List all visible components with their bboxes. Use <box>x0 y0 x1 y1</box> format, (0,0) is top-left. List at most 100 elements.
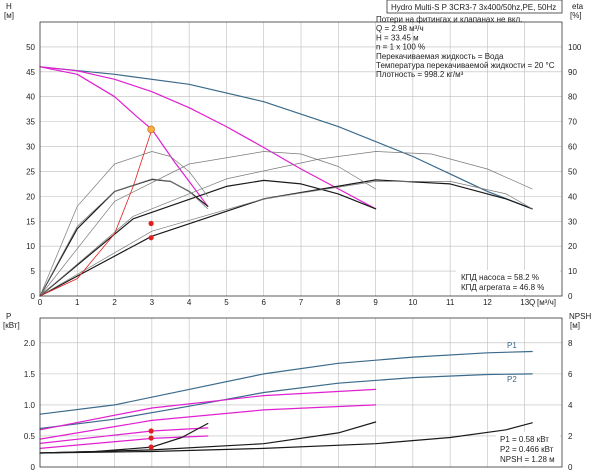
x-tick-label: 5 <box>224 298 229 307</box>
chart0-series-line-9 <box>39 178 209 297</box>
chart0-series-line-0 <box>39 66 533 210</box>
x-tick-label: 1 <box>75 298 80 307</box>
x-tick-label: 10 <box>408 298 417 307</box>
chart1-operating-point-0 <box>148 428 154 434</box>
top-y-axis-unit: [м] <box>4 11 14 20</box>
info-line: Потери на фитингах и клапанах не вкл. <box>376 15 522 24</box>
x-tick-label: 4 <box>187 298 192 307</box>
chart1-series-line-1 <box>39 373 533 430</box>
power-legend-line: P2 = 0.466 кВт <box>500 445 554 454</box>
y-tick-label: 20 <box>26 192 35 201</box>
y2-tick-label: 0 <box>568 292 573 301</box>
y-tick-label: 10 <box>26 242 35 251</box>
chart0-operating-point-2 <box>148 235 154 241</box>
y-tick-label: 1.0 <box>24 401 36 410</box>
y-tick-label: 35 <box>26 118 35 127</box>
chart1-series-line-0 <box>39 350 533 415</box>
x-tick-label: 13 <box>520 298 529 307</box>
x-tick-label: 12 <box>483 298 492 307</box>
y2-tick-label: 8 <box>568 339 573 348</box>
chart1-series-line-8 <box>39 422 533 454</box>
y2-tick-label: 6 <box>568 370 573 379</box>
top-y-axis-label: H <box>6 2 12 11</box>
series-label-p1: P1 <box>507 341 517 350</box>
chart0-operating-point-1 <box>148 220 154 227</box>
power-legend-line: NPSH = 1.28 м <box>500 455 555 464</box>
info-line: Q = 2.98 м³/ч <box>376 24 424 33</box>
series-label-p2: P2 <box>507 375 517 384</box>
chart1-series-line-3 <box>39 404 377 440</box>
info-line: Плотность = 998.2 кг/м³ <box>376 70 464 79</box>
info-line: Температура перекачиваемой жидкости = 20… <box>376 61 555 70</box>
header-title: Hydro Multi-S P 3CR3-7 3x400/50hz,PE, 50… <box>391 3 556 12</box>
plot-frame <box>39 21 563 297</box>
chart0-series-line-10 <box>39 181 533 297</box>
bottom-y-axis-label: P <box>6 312 11 321</box>
y2-tick-label: 50 <box>568 167 577 176</box>
chart1-operating-point-1 <box>148 435 154 441</box>
top-y2-axis-label: eta <box>572 2 584 11</box>
operating-point-info: Потери на фитингах и клапанах не вкл.Q =… <box>376 15 555 79</box>
y-tick-label: 50 <box>26 43 35 52</box>
x-axis-unit: [м³/ч] <box>537 298 556 307</box>
info-line: n = 1 x 100 % <box>376 43 425 52</box>
y2-tick-label: 80 <box>568 93 577 102</box>
y2-tick-label: 30 <box>568 217 577 226</box>
x-tick-label: 7 <box>299 298 304 307</box>
y2-tick-label: 20 <box>568 242 577 251</box>
y2-tick-label: 60 <box>568 143 577 152</box>
info-line: H = 33.45 м <box>376 33 419 42</box>
bottom-y-axis-unit: [кВт] <box>3 321 20 330</box>
chart1-series-line-4 <box>39 427 209 444</box>
y-tick-label: 0 <box>31 292 36 301</box>
y2-tick-label: 0 <box>568 463 573 472</box>
y2-tick-label: 90 <box>568 68 577 77</box>
y-tick-label: 15 <box>26 217 35 226</box>
chart0-series-line-1 <box>39 66 377 210</box>
chart1-series-line-5 <box>39 435 209 449</box>
chart0-series-line-3 <box>39 179 377 297</box>
x-tick-label: 3 <box>150 298 155 307</box>
plot-frame <box>39 317 563 468</box>
info-line: Перекачиваемая жидкость = Вода <box>376 52 504 61</box>
chart0-series-line-8 <box>39 151 533 297</box>
y2-tick-label: 100 <box>568 43 582 52</box>
y-tick-label: 30 <box>26 143 35 152</box>
bottom-y2-axis-label: NPSH <box>569 312 591 321</box>
y-tick-label: 25 <box>26 167 35 176</box>
y2-tick-label: 2 <box>568 432 573 441</box>
chart1-operating-point-2 <box>148 444 154 450</box>
x-tick-label: 8 <box>336 298 341 307</box>
efficiency-legend-line: КПД насоса = 58.2 % <box>461 273 539 282</box>
chart0-operating-point-0 <box>147 125 155 134</box>
x-axis-label: Q <box>529 298 535 307</box>
x-tick-label: 2 <box>112 298 117 307</box>
chart0-series-line-6 <box>39 151 209 297</box>
chart0-series-line-2 <box>39 66 209 207</box>
y-tick-label: 1.5 <box>24 370 36 379</box>
chart0-series-line-7 <box>39 151 376 297</box>
header-title-box <box>386 0 563 14</box>
y2-tick-label: 40 <box>568 192 577 201</box>
x-tick-label: 9 <box>373 298 378 307</box>
chart0-series-line-11 <box>39 128 153 297</box>
bottom-y2-axis-unit: [м] <box>570 321 580 330</box>
x-tick-label: 0 <box>38 298 43 307</box>
x-tick-label: 11 <box>446 298 455 307</box>
y-tick-label: 2.0 <box>24 339 36 348</box>
efficiency-legend-line: КПД агрегата = 46.8 % <box>461 283 544 292</box>
y2-tick-label: 70 <box>568 118 577 127</box>
y-tick-label: 40 <box>26 93 35 102</box>
y-tick-label: 0 <box>31 463 36 472</box>
y2-tick-label: 4 <box>568 401 573 410</box>
x-tick-label: 6 <box>261 298 266 307</box>
chart1-series-line-2 <box>39 388 377 431</box>
top-y2-axis-unit: [%] <box>570 11 582 20</box>
chart1-series-line-7 <box>39 421 377 454</box>
efficiency-legend: КПД насоса = 58.2 %КПД агрегата = 46.8 % <box>456 270 560 294</box>
y-tick-label: 45 <box>26 68 35 77</box>
y-tick-label: 5 <box>31 267 36 276</box>
y-tick-label: 0.5 <box>24 432 36 441</box>
